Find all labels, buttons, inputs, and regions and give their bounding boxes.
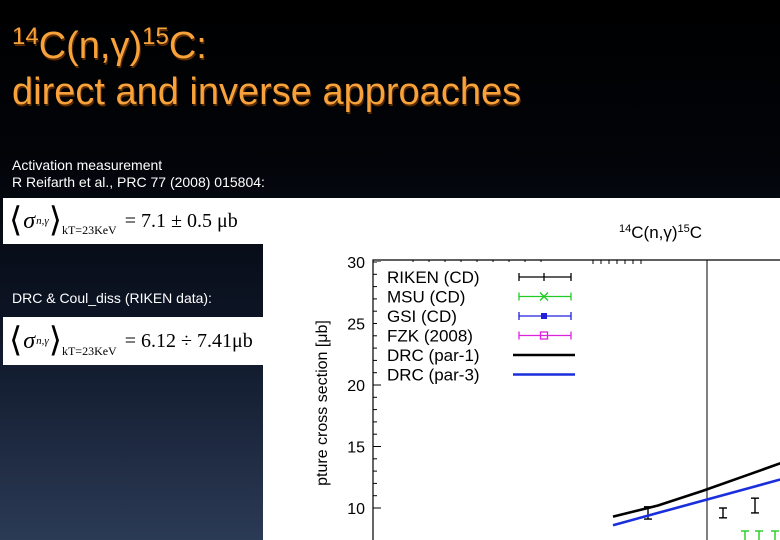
activation-label: Activation measurement bbox=[12, 157, 163, 173]
formula-kt: kT=23KeV bbox=[61, 344, 117, 358]
legend-label: RIKEN (CD) bbox=[387, 268, 480, 287]
formula-value: = 6.12 ÷ 7.41μb bbox=[124, 329, 253, 352]
legend-label: DRC (par-1) bbox=[387, 346, 480, 365]
formula-value: = 7.1 ± 0.5 μb bbox=[124, 209, 238, 232]
legend-swatch-marker bbox=[539, 292, 549, 301]
series-line bbox=[612, 462, 780, 518]
legend-swatch-marker bbox=[541, 313, 547, 319]
y-tick-label: 25 bbox=[347, 317, 365, 334]
formula-kt: kT=23KeV bbox=[61, 223, 117, 237]
formula-sigma: σ bbox=[23, 207, 36, 234]
legend-label: DRC (par-3) bbox=[387, 366, 480, 385]
drc-caption: DRC & Coul_diss (RIKEN data): bbox=[12, 290, 212, 306]
formula-subscript: n,γ bbox=[36, 335, 49, 347]
drc-formula: ⟨ σ n,γ ⟩ kT=23KeV = 6.12 ÷ 7.41μb bbox=[3, 317, 282, 365]
activation-formula: ⟨ σ n,γ ⟩ kT=23KeV = 7.1 ± 0.5 μb bbox=[3, 198, 263, 244]
axes: 10 15 20 25 30 bbox=[347, 255, 780, 540]
legend: RIKEN (CD)MSU (CD)GSI (CD)FZK (2008)DRC … bbox=[377, 262, 585, 385]
activation-reference: R Reifarth et al., PRC 77 (2008) 015804: bbox=[12, 174, 265, 190]
title-mass-out: 15 bbox=[142, 23, 169, 50]
legend-box bbox=[377, 262, 585, 384]
chart-title: 14C(n,γ)15C bbox=[619, 223, 702, 242]
title-mass-in: 14 bbox=[12, 23, 39, 50]
slide-title: 14C(n,γ)15C: direct and inverse approach… bbox=[12, 14, 521, 115]
y-tick-label: 30 bbox=[347, 255, 365, 272]
cross-section-plot: 14C(n,γ)15C pture cross section [μb] 10 1… bbox=[263, 198, 780, 540]
y-axis-label: pture cross section [μb] bbox=[314, 320, 331, 486]
legend-label: MSU (CD) bbox=[387, 288, 465, 307]
legend-label: FZK (2008) bbox=[387, 327, 473, 346]
plot-canvas: 14C(n,γ)15C pture cross section [μb] 101… bbox=[314, 223, 780, 540]
y-tick-label: 15 bbox=[347, 440, 365, 457]
legend-swatch-marker bbox=[539, 331, 549, 340]
y-tick-label: 10 bbox=[347, 501, 365, 518]
title-subtitle: direct and inverse approaches bbox=[12, 71, 522, 113]
series-line bbox=[612, 478, 780, 527]
formula-sigma: σ bbox=[23, 327, 36, 354]
title-product: C: bbox=[168, 25, 207, 67]
title-reaction: C(n,γ) bbox=[38, 25, 143, 67]
legend-label: GSI (CD) bbox=[387, 307, 457, 326]
formula-subscript: n,γ bbox=[36, 215, 49, 227]
y-tick-label: 20 bbox=[347, 378, 365, 395]
activation-caption: Activation measurement R Reifarth et al.… bbox=[12, 157, 265, 191]
series-layer bbox=[612, 462, 780, 540]
